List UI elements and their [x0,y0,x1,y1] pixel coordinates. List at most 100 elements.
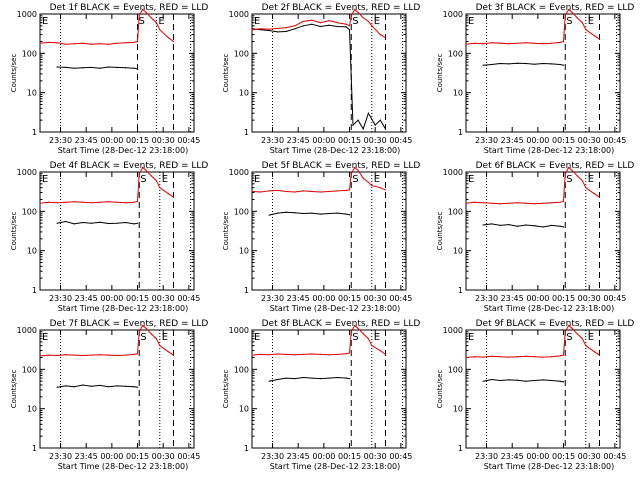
data-point-lld [39,355,41,357]
data-point-lld [585,345,587,347]
chart-panel-2: Det 2f BLACK = Events, RED = LLD 1 10 100 10… [222,3,420,155]
x-tick-label: 23:30 [49,294,72,303]
data-point-lld [508,356,510,358]
data-point-lld [277,189,279,192]
data-point-events [124,221,127,224]
y-axis-label: Counts/sec [10,54,18,93]
data-point-lld [598,354,601,356]
x-tick-label: 00:30 [578,294,601,303]
data-point-lld [568,8,570,11]
data-point-events [516,379,518,381]
data-point-lld [568,324,570,327]
data-point-events [348,214,351,216]
data-point-lld [47,201,50,203]
data-point-lld [367,338,369,340]
data-point-lld [362,177,364,179]
data-point-lld [294,25,296,27]
x-tick-label: 23:30 [475,452,498,461]
plot-frame [39,171,195,291]
x-tick-label: 00:45 [177,452,200,461]
x-tick-label: 00:00 [100,452,123,461]
data-point-events [336,212,339,214]
data-point-lld [107,43,110,45]
data-point-lld [47,354,50,356]
data-point-lld [499,203,501,205]
x-tick-label: 00:30 [578,136,601,145]
y-axis-label: Counts/sec [10,370,18,409]
data-point-lld [550,356,553,358]
data-point-lld [47,41,50,43]
start-marker-E: E [42,174,48,185]
data-point-events [90,222,92,224]
y-tick-label: 100 [234,365,249,374]
data-point-lld [251,190,253,193]
data-point-lld [82,354,84,357]
data-point-lld [277,27,279,30]
x-tick-label: 00:45 [177,294,200,303]
data-point-lld [559,355,561,357]
x-axis-label: Start Time (28-Dec-12 23:18:00) [270,462,401,471]
data-point-lld [542,43,544,45]
y-tick-label: 10 [27,247,37,256]
x-tick-label: 00:45 [389,294,412,303]
data-point-events [562,226,565,228]
x-tick-label: 00:30 [364,136,387,145]
data-point-events [533,379,536,382]
data-point-events [559,225,561,227]
data-point-lld [107,354,110,356]
x-tick-label: 00:15 [552,452,575,461]
x-tick-label: 00:00 [100,294,123,303]
data-point-events [550,224,553,226]
data-point-events [345,213,347,215]
data-point-events [491,223,493,225]
x-tick-label: 00:30 [152,136,175,145]
y-axis-label: Counts/sec [222,370,230,409]
data-point-lld [251,354,253,356]
data-point-lld [159,345,161,347]
data-point-lld [150,333,152,335]
y-tick-label: 1 [458,128,463,137]
data-point-lld [571,327,573,329]
start-marker-E: E [468,16,474,27]
data-point-events [559,380,561,382]
data-point-lld [499,356,501,358]
data-point-lld [371,25,373,27]
marker-E: E [374,16,380,27]
data-point-lld [508,43,510,45]
x-tick-label: 00:45 [177,136,200,145]
x-tick-label: 00:00 [526,136,549,145]
data-point-lld [348,25,351,27]
x-tick-label: 00:30 [152,452,175,461]
data-point-events [559,63,561,66]
data-point-lld [311,19,313,21]
data-point-events [251,28,253,30]
data-point-events [99,221,101,223]
data-point-events [116,385,118,387]
marker-E: E [588,332,594,343]
data-point-events [294,212,296,214]
data-point-lld [65,43,67,45]
x-axis-label: Start Time (28-Dec-12 23:18:00) [484,146,615,155]
data-point-lld [65,201,67,203]
data-point-lld [159,187,161,189]
marker-E: E [588,16,594,27]
x-tick-label: 00:00 [312,136,335,145]
y-axis-label: Counts/sec [436,54,444,93]
series-line-lld [251,166,386,193]
chart-panel-3: Det 3f BLACK = Events, RED = LLD 1 10 100 10… [436,3,634,155]
data-point-lld [533,356,536,358]
x-tick-label: 23:45 [287,136,310,145]
data-point-events [99,384,101,387]
series-line-lld [39,166,174,204]
marker-S: S [566,16,572,27]
data-point-lld [564,173,566,175]
data-point-lld [345,23,347,25]
data-point-lld [357,327,359,329]
data-point-lld [142,166,144,169]
x-axis-label: Start Time (28-Dec-12 23:18:00) [484,304,615,313]
data-point-lld [384,353,387,355]
data-point-events [319,25,322,28]
data-point-events [348,29,351,31]
data-point-events [542,226,544,228]
data-point-lld [82,42,84,44]
